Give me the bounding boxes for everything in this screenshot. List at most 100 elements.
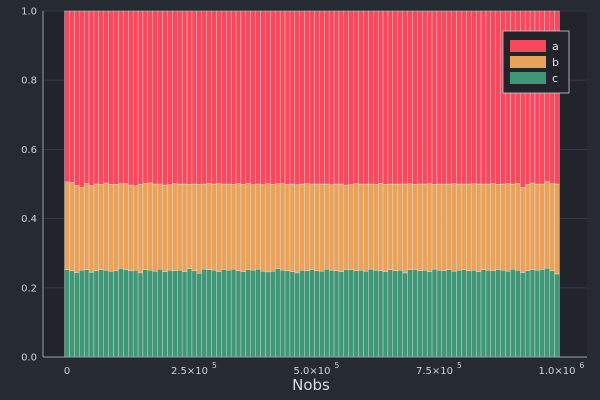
bar-segment-b (108, 184, 114, 272)
bar-segment-c (475, 271, 482, 358)
bar-segment-b (333, 183, 340, 272)
bar-segment-b (328, 184, 335, 271)
x-tick-label: 2.5×10 (171, 366, 208, 377)
bar-segment-b (79, 186, 85, 271)
bar-segment-c (426, 271, 433, 358)
bar-segment-c (500, 269, 506, 358)
bar-segment-a (147, 10, 153, 184)
bar-segment-b (167, 184, 173, 271)
bar-segment-a (108, 10, 114, 185)
x-tick-labels: 0 2.5×10 5 5.0×10 5 7.5×10 5 1.0×10 6 (64, 361, 585, 377)
bar-segment-b (279, 183, 286, 271)
bar-segment-a (328, 10, 335, 185)
bar-segment-b (387, 183, 394, 270)
bar-segment-b (216, 183, 222, 272)
bar-segment-c (397, 269, 403, 358)
x-tick-label: 5.0×10 (293, 366, 330, 377)
bar-segment-b (436, 183, 443, 271)
bar-segment-c (201, 268, 207, 358)
bar-segment-c (451, 271, 457, 358)
bar-segment-b (177, 183, 183, 271)
bar-segment-b (304, 183, 310, 272)
bar-segment-c (64, 269, 70, 358)
bar-segment-a (314, 10, 320, 185)
bar-segment-b (289, 183, 296, 272)
bar-segment-b (265, 183, 271, 273)
bar-segment-b (152, 183, 158, 272)
bar-segment-b (137, 184, 144, 274)
bar-segment-b (461, 183, 467, 270)
bar-segment-a (284, 10, 291, 185)
bar-segment-b (240, 184, 247, 272)
bar-segment-a (466, 10, 472, 185)
bar-segment-b (201, 183, 207, 270)
y-tick-label: 0.8 (21, 76, 37, 87)
bar-segment-b (235, 183, 242, 272)
bar-segment-c (240, 271, 247, 358)
bar-segment-a (319, 10, 325, 185)
bar-segment-b (123, 183, 129, 270)
bar-segment-a (250, 10, 256, 185)
bar-segment-b (417, 183, 423, 272)
bar-segment-a (196, 10, 202, 185)
bar-segment-a (446, 10, 452, 185)
bar-segment-c (324, 268, 330, 358)
bar-segment-c (137, 272, 144, 358)
bar-segment-c (265, 271, 271, 358)
bar-segment-c (377, 270, 384, 358)
bar-segment-a (157, 10, 163, 185)
bar-segment-a (387, 10, 394, 185)
bar-segment-a (294, 10, 300, 185)
bar-segment-a (270, 10, 276, 185)
bar-segment-c (255, 268, 261, 358)
bar-segment-c (123, 269, 129, 358)
bar-segment-b (402, 183, 408, 274)
bar-segment-b (294, 184, 300, 274)
bar-segment-c (407, 269, 413, 358)
bar-segment-c (157, 268, 163, 358)
bar-segment-a (235, 10, 242, 184)
y-tick-label: 0.4 (21, 214, 37, 225)
bar-segment-a (221, 10, 227, 185)
bar-segment-c (328, 269, 335, 358)
bar-segment-c (235, 270, 242, 358)
bar-segment-b (206, 183, 212, 270)
bar-segment-b (343, 184, 349, 270)
bar-segment-c (387, 269, 394, 358)
bar-segment-c (363, 271, 369, 358)
bar-segment-b (382, 184, 389, 272)
bar-segment-c (113, 270, 119, 358)
bar-segment-c (505, 271, 511, 358)
bar-segment-a (353, 10, 359, 184)
bar-segment-a (74, 10, 80, 186)
bar-segment-c (441, 270, 447, 358)
bar-segment-c (456, 269, 462, 358)
bar-segment-b (270, 184, 276, 272)
bar-segment-a (397, 10, 403, 185)
bar-segment-a (363, 10, 369, 185)
bar-segment-b (373, 184, 379, 271)
bar-segment-a (407, 10, 413, 184)
bar-segment-b (98, 184, 104, 270)
bar-segment-a (132, 10, 139, 186)
bar-segment-c (118, 268, 124, 358)
bar-segment-c (373, 269, 379, 358)
bar-segment-b (338, 183, 345, 272)
bar-segment-a (93, 10, 100, 185)
bar-segment-a (142, 10, 149, 184)
legend-label-c: c (552, 72, 558, 85)
bar-segment-a (485, 10, 492, 185)
bar-segment-a (554, 10, 560, 185)
bar-segment-a (475, 10, 482, 185)
x-tick-exponent: 6 (580, 361, 585, 370)
bar-segment-a (69, 10, 75, 183)
bar-segment-c (534, 269, 541, 358)
bar-segment-b (275, 183, 281, 269)
bar-segment-b (348, 184, 354, 270)
bar-segment-a (177, 10, 183, 185)
bars-layer (64, 10, 560, 358)
bar-segment-b (353, 183, 359, 272)
bar-segment-b (64, 181, 70, 270)
bar-segment-c (128, 270, 134, 358)
bar-segment-b (392, 183, 398, 272)
